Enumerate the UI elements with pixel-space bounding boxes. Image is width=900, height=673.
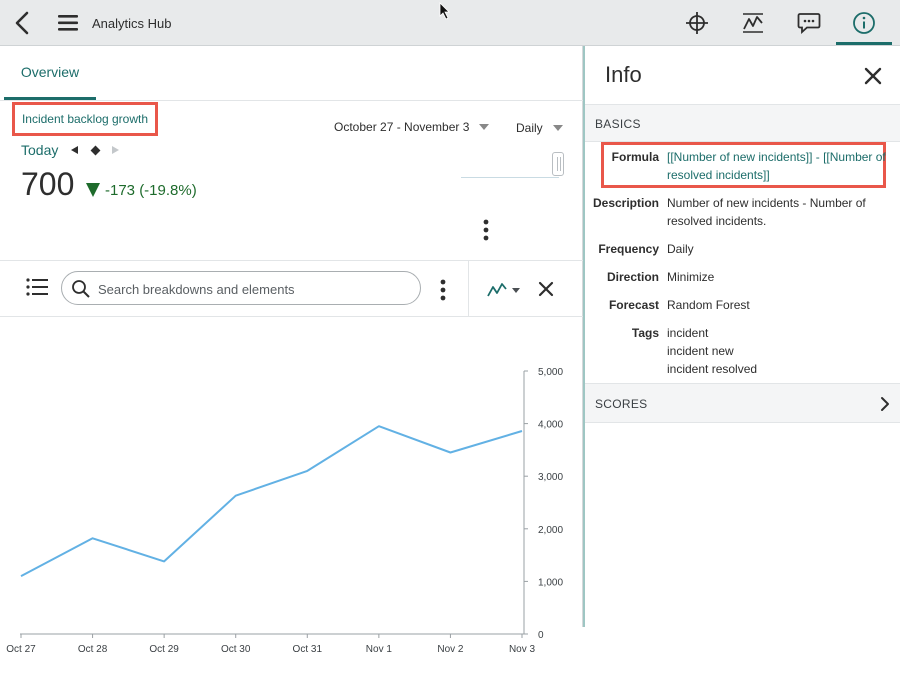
app-title: Analytics Hub [92, 16, 171, 31]
search-icon [71, 279, 91, 299]
range-slider-handle[interactable] [552, 152, 564, 176]
today-label: Today [21, 142, 58, 158]
frequency-select[interactable]: Daily [516, 121, 543, 135]
metric-title-link[interactable]: Incident backlog growth [12, 102, 158, 136]
info-button[interactable] [847, 8, 881, 38]
mouse-cursor-icon [439, 2, 451, 20]
down-triangle-icon [86, 183, 100, 197]
y-tick-label: 1,000 [538, 577, 563, 588]
top-bar: Analytics Hub [0, 0, 900, 46]
section-divider [0, 260, 583, 261]
info-panel: Info BASICS Formula [[Number of new inci… [583, 46, 900, 627]
x-tick-label: Oct 28 [78, 644, 108, 655]
menu-button[interactable] [57, 13, 79, 33]
tags-label: Tags [587, 326, 659, 340]
hamburger-icon [57, 13, 79, 33]
line-chart: 0 1,000 2,000 3,000 4,000 5,000 Oct 27 Oct 28 Oc… [0, 317, 583, 673]
next-arrow-icon[interactable] [112, 146, 119, 154]
direction-label: Direction [587, 270, 659, 284]
x-tick-label: Oct 27 [6, 644, 36, 655]
chevron-left-icon [12, 10, 34, 36]
formula-label: Formula [587, 150, 659, 164]
close-icon[interactable] [863, 66, 883, 86]
search-input[interactable]: Search breakdowns and elements [61, 271, 421, 305]
more-options-icon[interactable] [481, 219, 491, 241]
description-label: Description [587, 196, 659, 210]
chart-type-icon[interactable] [484, 278, 524, 302]
comment-button[interactable] [792, 8, 826, 38]
comment-icon [797, 12, 821, 34]
forecast-label: Forecast [587, 298, 659, 312]
description-value: Number of new incidents - Number of reso… [667, 194, 892, 230]
crosshair-button[interactable] [680, 8, 714, 38]
tag-item: incident [667, 324, 892, 342]
y-tick-label: 3,000 [538, 472, 563, 483]
tag-item: incident resolved [667, 360, 892, 378]
trend-button[interactable] [736, 8, 770, 38]
x-tick-label: Nov 2 [437, 644, 464, 655]
crosshair-icon [685, 11, 709, 35]
active-tab-indicator [836, 42, 892, 45]
formula-link[interactable]: [[Number of new incidents]] - [[Number o… [667, 148, 892, 184]
more-options-icon[interactable] [438, 279, 448, 301]
trend-icon [740, 11, 766, 35]
caret-down-icon[interactable] [553, 125, 563, 131]
series-line [21, 426, 522, 576]
tab-divider [0, 100, 583, 101]
toolbar-divider [468, 260, 469, 316]
current-diamond-icon[interactable] [91, 146, 101, 156]
metric-delta: -173 (-19.8%) [105, 182, 197, 199]
tab-overview[interactable]: Overview [4, 46, 96, 100]
close-icon[interactable] [537, 280, 555, 298]
x-tick-label: Oct 29 [149, 644, 179, 655]
caret-down-icon[interactable] [479, 124, 489, 130]
frequency-label: Frequency [587, 242, 659, 256]
x-tick-label: Nov 3 [509, 644, 536, 655]
scores-label: SCORES [595, 397, 647, 411]
info-title: Info [605, 62, 642, 88]
forecast-value: Random Forest [667, 296, 892, 314]
list-icon[interactable] [25, 277, 49, 297]
direction-value: Minimize [667, 268, 892, 286]
chevron-right-icon [879, 396, 891, 412]
y-tick-label: 4,000 [538, 420, 563, 431]
y-tick-label: 0 [538, 630, 544, 641]
tag-item: incident new [667, 342, 892, 360]
metric-value: 700 [21, 166, 74, 203]
info-icon [852, 11, 876, 35]
basics-label: BASICS [595, 117, 641, 131]
x-tick-label: Oct 30 [221, 644, 251, 655]
x-tick-label: Nov 1 [366, 644, 393, 655]
search-placeholder: Search breakdowns and elements [98, 282, 295, 297]
y-tick-label: 5,000 [538, 367, 563, 378]
date-range-select[interactable]: October 27 - November 3 [334, 120, 469, 134]
y-tick-label: 2,000 [538, 525, 563, 536]
back-button[interactable] [12, 10, 34, 36]
range-slider-track [461, 177, 559, 178]
scores-section[interactable]: SCORES [585, 383, 900, 423]
basics-section-header: BASICS [585, 104, 900, 142]
metric-panel: Overview Incident backlog growth October… [0, 46, 583, 627]
x-tick-label: Oct 31 [293, 644, 323, 655]
previous-arrow-icon[interactable] [71, 146, 78, 154]
frequency-value: Daily [667, 240, 892, 258]
